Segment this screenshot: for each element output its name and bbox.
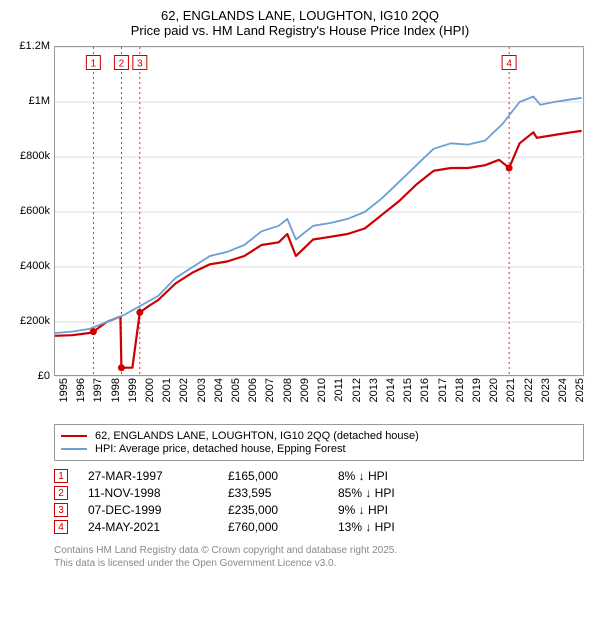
y-tick-label: £200k [20,315,50,327]
y-tick-label: £400k [20,260,50,272]
x-tick-label: 2025 [574,378,586,402]
x-tick-label: 2002 [178,378,190,402]
x-axis-labels: 1995 1996 1997 1998 1999 2000 2001 2002 2003 2004… [54,376,584,418]
event-row: 4 24-MAY-2021£760,00013% ↓ HPI [54,520,590,534]
legend-label: 62, ENGLANDS LANE, LOUGHTON, IG10 2QQ (d… [95,430,419,442]
footer-line1: Contains HM Land Registry data © Crown c… [54,544,590,557]
chart-container: 62, ENGLANDS LANE, LOUGHTON, IG10 2QQ Pr… [0,0,600,576]
x-tick-label: 2005 [230,378,242,402]
legend-swatch [61,435,87,437]
x-tick-label: 2006 [247,378,259,402]
event-delta: 85% ↓ HPI [338,486,448,500]
x-tick-label: 1996 [75,378,87,402]
event-delta: 13% ↓ HPI [338,520,448,534]
y-tick-label: £1M [29,95,50,107]
x-tick-label: 1995 [58,378,70,402]
chart-title-line2: Price paid vs. HM Land Registry's House … [10,23,590,38]
x-tick-label: 2012 [351,378,363,402]
event-row: 2 11-NOV-1998£33,59585% ↓ HPI [54,486,590,500]
x-tick-label: 2015 [402,378,414,402]
x-tick-label: 2016 [419,378,431,402]
legend-swatch [61,448,87,450]
x-tick-label: 2023 [540,378,552,402]
event-price: £33,595 [228,486,338,500]
event-price: £760,000 [228,520,338,534]
event-price: £165,000 [228,469,338,483]
y-axis-labels: £0£200k£400k£600k£800k£1M£1.2M [10,46,54,376]
x-tick-label: 2020 [488,378,500,402]
x-tick-label: 2008 [282,378,294,402]
x-tick-label: 2009 [299,378,311,402]
x-tick-label: 2007 [264,378,276,402]
footer: Contains HM Land Registry data © Crown c… [54,544,590,570]
event-marker: 2 [54,486,68,500]
x-tick-label: 2011 [333,378,345,402]
y-tick-label: £1.2M [19,40,50,52]
event-row: 3 07-DEC-1999£235,0009% ↓ HPI [54,503,590,517]
x-tick-label: 2021 [505,378,517,402]
x-tick-label: 2024 [557,378,569,402]
event-delta: 8% ↓ HPI [338,469,448,483]
x-tick-label: 2001 [161,378,173,402]
svg-text:3: 3 [137,59,143,70]
event-date: 27-MAR-1997 [88,469,228,483]
event-delta: 9% ↓ HPI [338,503,448,517]
legend: 62, ENGLANDS LANE, LOUGHTON, IG10 2QQ (d… [54,424,584,461]
legend-item: HPI: Average price, detached house, Eppi… [61,443,577,455]
y-tick-label: £0 [38,370,50,382]
x-tick-label: 2013 [368,378,380,402]
x-tick-label: 2014 [385,378,397,402]
svg-text:1: 1 [91,59,97,70]
legend-item: 62, ENGLANDS LANE, LOUGHTON, IG10 2QQ (d… [61,430,577,442]
x-tick-label: 2018 [454,378,466,402]
x-tick-label: 2000 [144,378,156,402]
event-marker: 3 [54,503,68,517]
event-price: £235,000 [228,503,338,517]
event-date: 24-MAY-2021 [88,520,228,534]
x-tick-label: 2019 [471,378,483,402]
event-date: 07-DEC-1999 [88,503,228,517]
footer-line2: This data is licensed under the Open Gov… [54,557,590,570]
y-tick-label: £600k [20,205,50,217]
svg-text:2: 2 [119,59,125,70]
y-tick-label: £800k [20,150,50,162]
x-tick-label: 1999 [127,378,139,402]
x-tick-label: 2022 [523,378,535,402]
x-tick-label: 1998 [110,378,122,402]
x-tick-label: 1997 [92,378,104,402]
x-tick-label: 2004 [213,378,225,402]
event-marker: 1 [54,469,68,483]
event-row: 1 27-MAR-1997£165,0008% ↓ HPI [54,469,590,483]
plot-area: 1 2 3 4 [54,46,584,376]
legend-label: HPI: Average price, detached house, Eppi… [95,443,346,455]
x-tick-label: 2017 [437,378,449,402]
chart-wrap: £0£200k£400k£600k£800k£1M£1.2M 1234 1995… [10,46,590,418]
svg-text:4: 4 [506,59,512,70]
events-table: 1 27-MAR-1997£165,0008% ↓ HPI 2 11-NOV-1998… [54,469,590,534]
chart-title-line1: 62, ENGLANDS LANE, LOUGHTON, IG10 2QQ [10,8,590,23]
event-date: 11-NOV-1998 [88,486,228,500]
x-tick-label: 2010 [316,378,328,402]
plot-svg: 1 2 3 4 [55,47,585,377]
event-marker: 4 [54,520,68,534]
x-tick-label: 2003 [196,378,208,402]
